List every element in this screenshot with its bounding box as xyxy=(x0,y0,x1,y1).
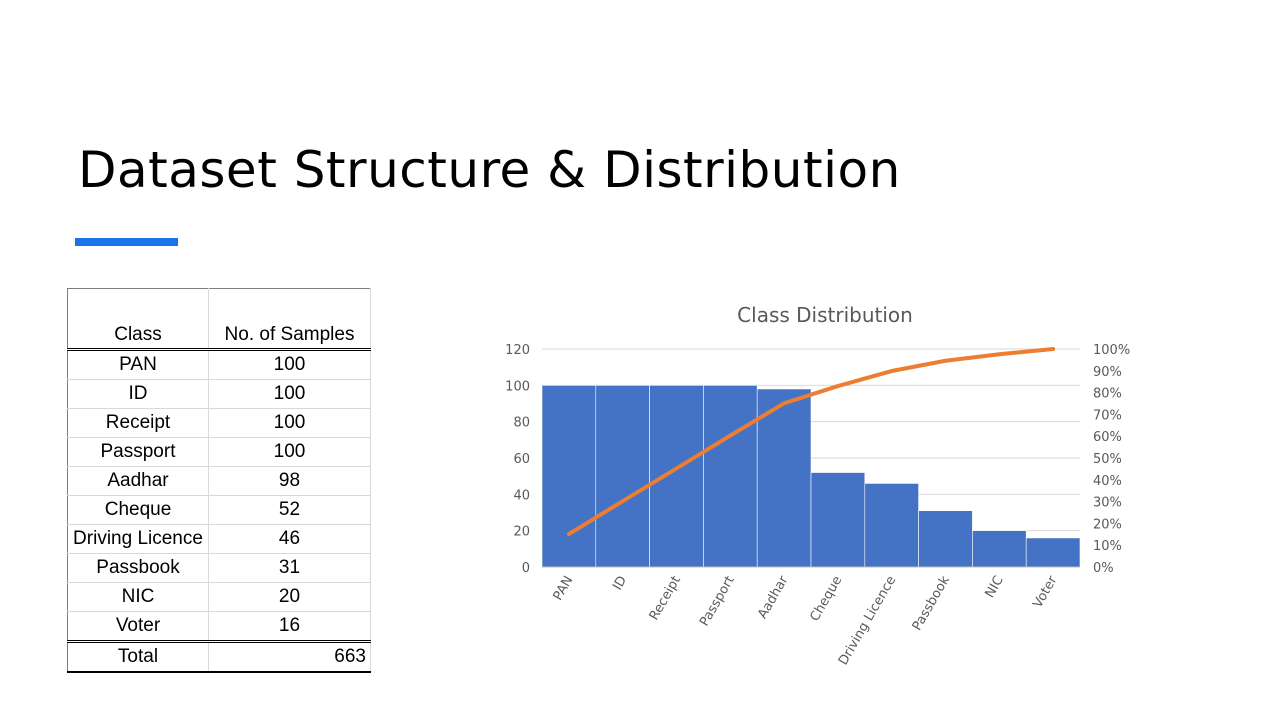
class-cell: Aadhar xyxy=(67,466,209,496)
total-value: 663 xyxy=(208,641,371,673)
table-row: Passbook 31 xyxy=(67,553,371,583)
bar xyxy=(810,472,866,568)
x-tick-label: Voter xyxy=(1030,573,1060,611)
y-left-tick-label: 40 xyxy=(513,488,530,503)
count-cell: 20 xyxy=(208,582,371,612)
table-row: Aadhar 98 xyxy=(67,466,371,496)
class-cell: NIC xyxy=(67,582,209,612)
x-tick-label: Passport xyxy=(697,574,738,629)
y-left-tick-label: 20 xyxy=(513,525,530,540)
table-row: Cheque 52 xyxy=(67,495,371,525)
y-right-tick-label: 50% xyxy=(1093,452,1122,467)
class-cell: PAN xyxy=(67,349,209,380)
y-right-tick-label: 80% xyxy=(1093,387,1122,402)
class-cell: ID xyxy=(67,379,209,409)
count-cell: 31 xyxy=(208,553,371,583)
x-tick-label: Passbook xyxy=(910,573,953,633)
y-left-tick-label: 100 xyxy=(505,379,530,394)
y-right-tick-label: 70% xyxy=(1093,408,1122,423)
count-cell: 16 xyxy=(208,611,371,642)
count-cell: 100 xyxy=(208,437,371,467)
bar xyxy=(972,530,1027,568)
table-row: Passport 100 xyxy=(67,437,371,467)
y-left-tick-label: 60 xyxy=(513,452,530,467)
title-accent-bar xyxy=(75,238,178,246)
class-cell: Passbook xyxy=(67,553,209,583)
count-cell: 100 xyxy=(208,408,371,438)
bar xyxy=(864,483,919,568)
count-cell: 100 xyxy=(208,379,371,409)
y-right-tick-label: 100% xyxy=(1093,343,1130,358)
y-right-tick-label: 0% xyxy=(1093,561,1114,576)
table-row: Voter 16 xyxy=(67,611,371,642)
table-row: PAN 100 xyxy=(67,349,371,380)
y-right-tick-label: 90% xyxy=(1093,365,1122,380)
bar xyxy=(649,385,704,568)
count-cell: 46 xyxy=(208,524,371,554)
bar xyxy=(703,385,758,568)
x-tick-label: NIC xyxy=(982,574,1006,601)
bar xyxy=(595,385,650,568)
cumulative-line xyxy=(566,347,1056,537)
class-cell: Driving Licence xyxy=(67,524,209,554)
x-tick-label: Receipt xyxy=(647,574,684,624)
x-tick-label: PAN xyxy=(551,574,577,604)
y-right-tick-label: 60% xyxy=(1093,430,1122,445)
table-row: NIC 20 xyxy=(67,582,371,612)
y-left-tick-label: 120 xyxy=(505,343,530,358)
y-right-tick-label: 20% xyxy=(1093,517,1122,532)
table-row: Driving Licence 46 xyxy=(67,524,371,554)
header-samples: No. of Samples xyxy=(208,288,371,350)
table-row: Receipt 100 xyxy=(67,408,371,438)
x-tick-label: Cheque xyxy=(807,574,845,625)
header-class: Class xyxy=(67,288,209,350)
slide-title: Dataset Structure & Distribution xyxy=(78,141,901,199)
bar xyxy=(541,385,597,568)
samples-table: Class No. of Samples PAN 100 ID 100 Receip… xyxy=(67,288,371,673)
y-right-tick-label: 40% xyxy=(1093,474,1122,489)
pareto-chart: Class Distribution 0 20 40 60 80 100 120 0% 10% 20… xyxy=(505,303,1130,668)
y-left-tick-label: 80 xyxy=(513,416,530,431)
y-right-tick-label: 30% xyxy=(1093,496,1122,511)
class-cell: Voter xyxy=(67,611,209,642)
count-cell: 98 xyxy=(208,466,371,496)
y-left-tick-label: 0 xyxy=(522,561,530,576)
y-right-tick-label: 10% xyxy=(1093,539,1122,554)
bar xyxy=(918,510,973,568)
bar xyxy=(1025,537,1081,568)
x-tick-label: ID xyxy=(610,574,630,594)
x-tick-label: Aadhar xyxy=(755,573,792,621)
table-total-row: Total 663 xyxy=(67,641,371,673)
class-cell: Passport xyxy=(67,437,209,467)
x-tick-label: Driving Licence xyxy=(836,573,899,667)
table-row: ID 100 xyxy=(67,379,371,409)
table-header-row: Class No. of Samples xyxy=(67,288,371,350)
chart-title: Class Distribution xyxy=(737,303,913,327)
total-label: Total xyxy=(67,641,209,673)
class-cell: Receipt xyxy=(67,408,209,438)
count-cell: 52 xyxy=(208,495,371,525)
count-cell: 100 xyxy=(208,349,371,380)
class-cell: Cheque xyxy=(67,495,209,525)
